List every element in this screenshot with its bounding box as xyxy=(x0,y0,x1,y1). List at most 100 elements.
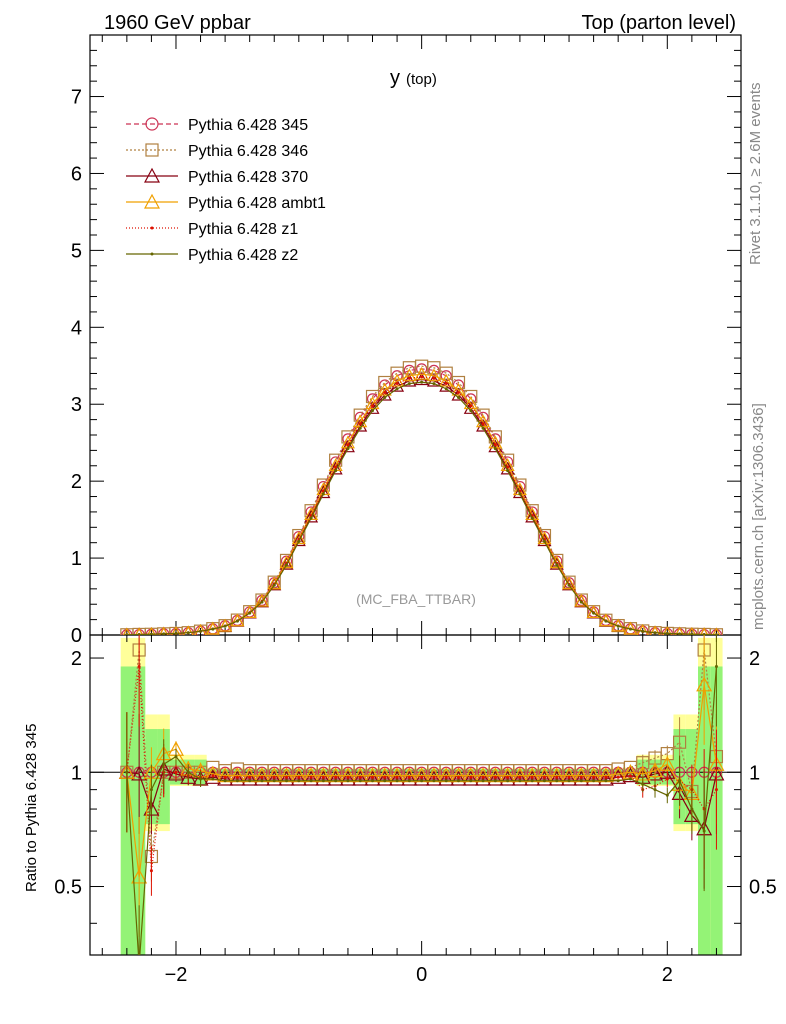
data-point xyxy=(555,779,559,783)
data-point xyxy=(714,664,718,668)
data-point xyxy=(628,627,632,631)
y-tick-label: 6 xyxy=(71,163,82,185)
data-point xyxy=(475,770,492,786)
data-point xyxy=(402,368,417,382)
data-point xyxy=(598,613,613,627)
data-point xyxy=(549,556,564,570)
data-point xyxy=(285,775,289,779)
data-point xyxy=(272,779,276,783)
data-point xyxy=(204,769,221,784)
data-point xyxy=(567,775,571,779)
data-point xyxy=(339,770,356,786)
data-point xyxy=(573,770,590,786)
data-point xyxy=(444,775,448,779)
data-point xyxy=(149,788,153,792)
data-point xyxy=(469,779,473,783)
ratio-tick-label: 2 xyxy=(71,648,82,670)
rivet-version-label: Rivet 3.1.10, ≥ 2.6M events xyxy=(747,83,764,266)
data-point xyxy=(328,461,343,475)
x-tick-label: 0 xyxy=(416,964,427,986)
data-point xyxy=(659,755,676,771)
data-point xyxy=(162,632,166,635)
data-point xyxy=(131,868,148,884)
ratio-tick-label: 2 xyxy=(749,648,760,670)
data-point xyxy=(309,516,313,520)
header-left-label: 1960 GeV ppbar xyxy=(104,12,251,34)
data-point xyxy=(376,770,393,786)
analysis-label: (MC_FBA_TTBAR) xyxy=(356,591,476,607)
data-point xyxy=(463,396,478,410)
data-point xyxy=(407,779,411,783)
data-point xyxy=(641,629,645,633)
data-point xyxy=(321,492,325,496)
data-point xyxy=(131,765,148,781)
data-point xyxy=(469,404,473,408)
data-point xyxy=(574,593,589,607)
data-point xyxy=(456,396,460,399)
y-tick-label: 4 xyxy=(71,317,82,339)
data-point xyxy=(278,770,295,786)
data-point xyxy=(211,777,215,781)
data-point xyxy=(476,418,491,432)
ratio-line xyxy=(126,684,718,877)
series-main-panel xyxy=(125,380,718,635)
data-point xyxy=(493,779,497,783)
data-point xyxy=(346,775,350,779)
series-ratio-panel xyxy=(118,712,725,889)
data-point xyxy=(616,624,620,628)
data-point xyxy=(499,770,516,786)
data-point xyxy=(456,775,460,779)
data-point xyxy=(450,770,467,786)
uncertainty-bands xyxy=(120,637,723,955)
data-point xyxy=(125,770,129,774)
data-point xyxy=(550,553,564,568)
legend-label: Pythia 6.428 ambt1 xyxy=(188,195,326,212)
ratio-tick-label: 1 xyxy=(749,762,760,784)
x-tick-label: 2 xyxy=(662,964,673,986)
data-point xyxy=(647,762,664,778)
data-point xyxy=(542,539,546,543)
data-point xyxy=(414,366,429,380)
data-point xyxy=(542,779,546,783)
data-point xyxy=(285,563,289,567)
ratio-tick-label: 0.5 xyxy=(54,877,82,899)
data-point xyxy=(604,619,608,623)
data-point xyxy=(334,465,338,469)
data-point xyxy=(174,755,178,759)
data-point xyxy=(235,779,239,783)
data-point xyxy=(628,777,632,781)
series-1 xyxy=(120,359,724,882)
data-point xyxy=(665,777,669,781)
data-point xyxy=(199,777,203,781)
data-point xyxy=(340,439,355,453)
data-point xyxy=(371,409,375,413)
data-point xyxy=(536,770,553,786)
data-point xyxy=(518,775,522,779)
data-point xyxy=(432,382,436,386)
series-3 xyxy=(118,366,725,937)
data-point xyxy=(241,770,258,786)
data-point xyxy=(150,252,154,256)
data-point xyxy=(248,775,252,779)
data-point xyxy=(702,633,706,635)
data-point xyxy=(542,775,546,779)
data-point xyxy=(186,770,190,774)
data-point xyxy=(456,391,460,394)
data-point xyxy=(260,775,264,779)
chart-title-sub: (top) xyxy=(406,71,437,88)
data-point xyxy=(383,396,387,399)
data-point xyxy=(665,793,669,797)
data-point xyxy=(279,555,294,569)
data-point xyxy=(254,593,269,607)
data-point xyxy=(714,633,718,635)
data-point xyxy=(383,779,387,783)
data-point xyxy=(714,788,718,792)
legend-label: Pythia 6.428 370 xyxy=(188,169,308,186)
data-point xyxy=(248,611,252,615)
data-point xyxy=(678,632,682,635)
data-point xyxy=(235,619,239,623)
data-point xyxy=(518,492,522,496)
data-point xyxy=(395,387,399,391)
data-point xyxy=(678,779,682,783)
